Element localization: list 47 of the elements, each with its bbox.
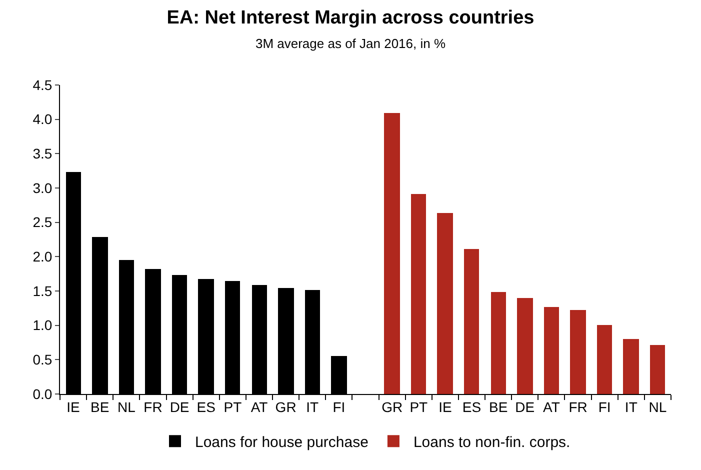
bar [384,113,400,394]
x-tick-label: AT [250,398,268,415]
x-tick-label: PT [224,398,242,415]
y-tick-label: 4.0 [32,111,52,128]
x-tick-label: IE [66,398,80,415]
y-tick-label: 0.5 [32,352,52,368]
bar [650,345,665,394]
x-tick-label: NL [117,398,136,415]
bar [597,325,612,394]
x-tick-label: PT [410,398,428,415]
x-tick-label: GR [275,398,296,415]
x-tick-label: IT [306,398,320,415]
bar [517,298,533,394]
x-tick-label: FR [144,398,162,415]
bar [623,339,639,394]
x-tick-label: ES [196,398,216,415]
bar [544,307,559,394]
legend-label: Loans for house purchase [195,434,368,451]
x-tick-label: FI [598,398,611,415]
x-tick-label: GR [382,398,403,415]
x-tick-label: ES [462,398,482,415]
x-tick-label: DE [170,398,190,415]
y-tick-label: 2.0 [32,248,52,265]
chart-subtitle: 3M average as of Jan 2016, in % [255,36,446,52]
x-tick-label: IE [438,398,452,415]
bar [411,194,426,394]
y-tick-label: 3.0 [32,180,52,196]
y-tick-label: 0.0 [32,386,52,402]
x-tick-label: FI [332,398,346,415]
x-tick-label: NL [648,398,667,415]
x-tick-label: FR [568,398,588,415]
x-tick-label: BE [90,398,110,415]
x-tick-label: BE [488,398,508,415]
y-tick-label: 1.0 [32,317,52,334]
y-tick-label: 3.5 [32,146,52,162]
y-tick-label: 1.5 [32,282,52,299]
bar [437,213,453,394]
y-tick-label: 2.5 [32,214,52,230]
bar [570,310,586,394]
chart-title: EA: Net Interest Margin across countries [166,8,534,28]
bar [464,249,479,394]
x-tick-label: DE [515,398,535,415]
bar [491,292,506,394]
y-tick-label: 4.5 [32,76,52,93]
x-tick-label: IT [624,398,638,415]
x-tick-label: AT [543,398,560,415]
legend-label: Loans to non-fin. corps. [413,434,570,451]
